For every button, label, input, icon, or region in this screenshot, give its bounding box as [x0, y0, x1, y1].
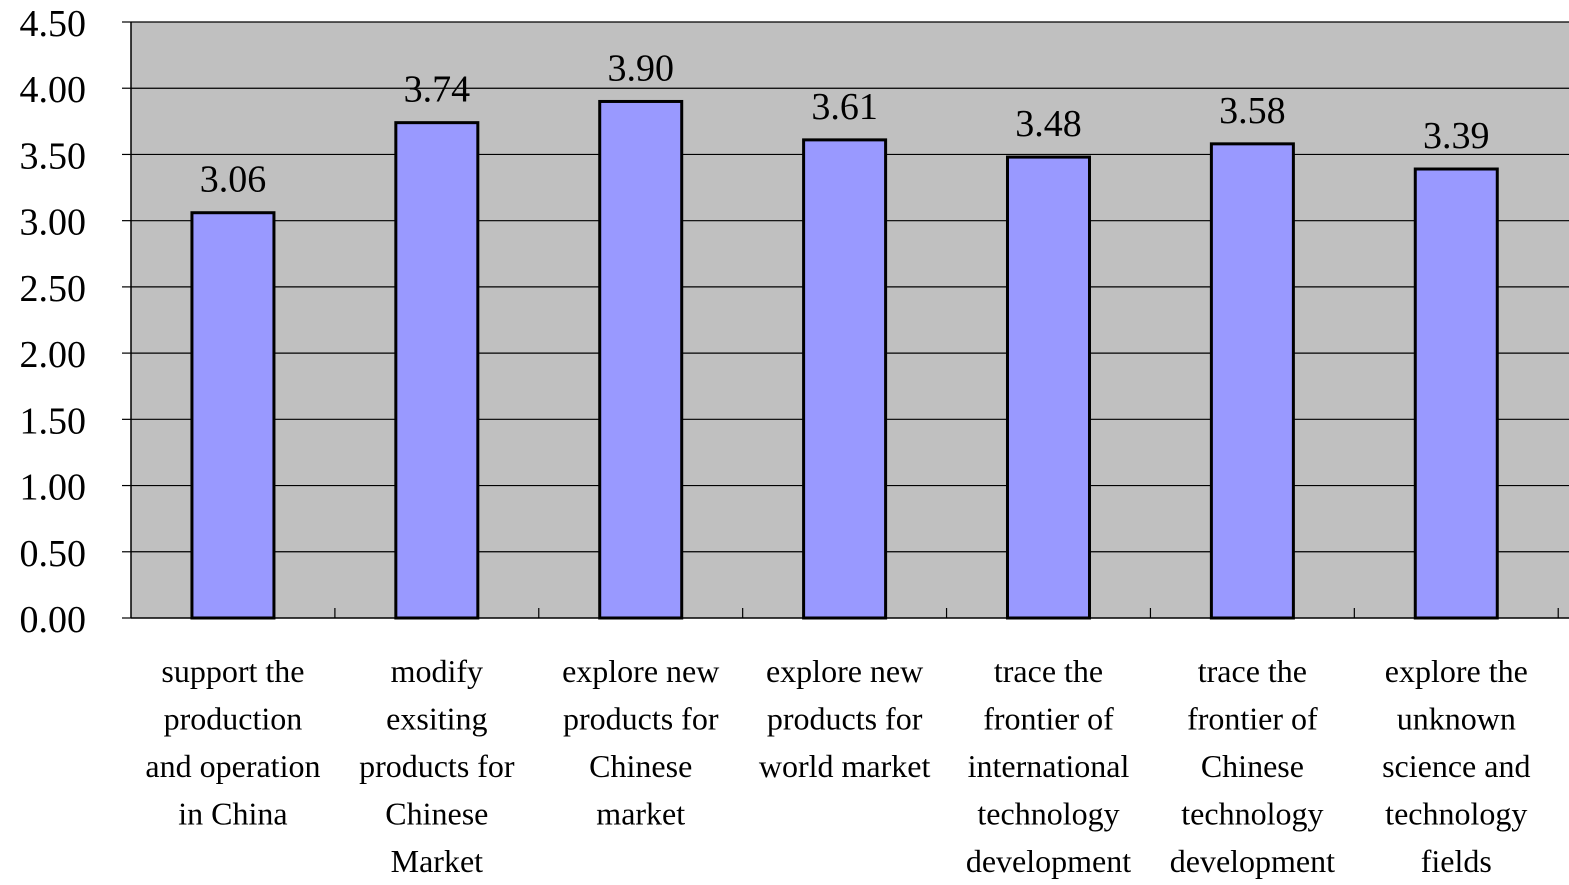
- bar: [802, 138, 888, 620]
- x-tick-label: trace the frontier of international technol…: [966, 653, 1131, 879]
- bar: [1209, 142, 1295, 620]
- y-tick-label: 2.50: [20, 268, 87, 310]
- x-tick-label-line: Chinese: [385, 796, 488, 832]
- y-tick-label: 4.50: [20, 3, 87, 45]
- x-tick-label-line: frontier of: [983, 701, 1114, 737]
- x-tick-label-line: fields: [1421, 843, 1492, 879]
- bar-value-label: 3.06: [200, 159, 267, 201]
- x-tick-label-line: support the: [161, 653, 304, 689]
- x-tick-label-line: explore new: [562, 653, 719, 689]
- y-tick-label: 4.00: [20, 69, 87, 111]
- x-tick-label-line: development: [966, 843, 1131, 879]
- x-tick-labels: support the production and operation in Chi…: [145, 653, 1530, 879]
- x-tick-label: explore the unknown science and technology f…: [1382, 653, 1530, 879]
- y-tick-label: 3.00: [20, 202, 87, 244]
- x-tick-label-line: unknown: [1397, 701, 1516, 737]
- x-tick-label-line: explore the: [1385, 653, 1528, 689]
- y-tick-label: 1.00: [20, 467, 87, 509]
- x-tick-label: support the production and operation in Chi…: [145, 653, 320, 832]
- y-tick-label: 2.00: [20, 334, 87, 376]
- x-tick-label-line: products for: [563, 701, 719, 737]
- bar-value-label: 3.90: [607, 47, 674, 89]
- x-tick-label: modify exsiting products for Chinese Market: [359, 653, 515, 879]
- bar-value-label: 3.48: [1015, 103, 1082, 145]
- x-tick-label-line: international: [968, 748, 1130, 784]
- bar-value-label: 3.61: [811, 86, 878, 128]
- x-tick-label-line: explore new: [766, 653, 923, 689]
- x-tick-label-line: products for: [359, 748, 515, 784]
- x-tick-label-line: products for: [767, 701, 923, 737]
- x-tick-label-line: technology: [977, 796, 1119, 832]
- x-tick-label-line: technology: [1181, 796, 1323, 832]
- x-tick-label-line: modify: [391, 653, 483, 689]
- x-tick-label: explore new products for Chinese market: [562, 653, 719, 832]
- x-tick-label-line: trace the: [994, 653, 1103, 689]
- axes: [130, 22, 1569, 619]
- bar: [190, 211, 276, 620]
- x-tick-label-line: production: [164, 701, 303, 737]
- x-tick-label-line: science and: [1382, 748, 1530, 784]
- y-tick-label: 0.50: [20, 533, 87, 575]
- x-tick-label-line: in China: [178, 796, 287, 832]
- bar-value-label: 3.74: [404, 69, 471, 111]
- y-tick-label: 0.00: [20, 599, 87, 641]
- x-tick-label-line: exsiting: [386, 701, 487, 737]
- bar: [1005, 155, 1091, 620]
- bar-value-label: 3.39: [1423, 115, 1490, 157]
- x-tick-label-line: development: [1170, 843, 1335, 879]
- x-tick-label-line: trace the: [1198, 653, 1307, 689]
- y-tick-labels: 0.00 0.50 1.00 1.50 2.00 2.50 3.00 3.50 4.00 4.50: [20, 3, 87, 641]
- x-tick-label-line: frontier of: [1187, 701, 1318, 737]
- y-tick-label: 1.50: [20, 400, 87, 442]
- bar: [394, 121, 480, 620]
- x-tick-label: trace the frontier of Chinese technology dev…: [1170, 653, 1335, 879]
- x-tick-label-line: and operation: [145, 748, 320, 784]
- bar: [1413, 167, 1499, 620]
- value-labels: 3.06 3.74 3.90 3.61 3.48 3.58 3.39: [200, 47, 1490, 200]
- x-tick-label-line: world market: [759, 748, 931, 784]
- bar-value-label: 3.58: [1219, 90, 1286, 132]
- bars: [190, 99, 1499, 620]
- x-tick-label-line: Chinese: [1201, 748, 1304, 784]
- y-tick-label: 3.50: [20, 135, 87, 177]
- bar: [598, 99, 684, 620]
- x-tick-label-line: market: [596, 796, 685, 832]
- x-tick-label-line: technology: [1385, 796, 1527, 832]
- x-tick-label: explore new products for world market: [759, 653, 931, 784]
- x-tick-label-line: Chinese: [589, 748, 692, 784]
- x-tick-label-line: Market: [391, 843, 484, 879]
